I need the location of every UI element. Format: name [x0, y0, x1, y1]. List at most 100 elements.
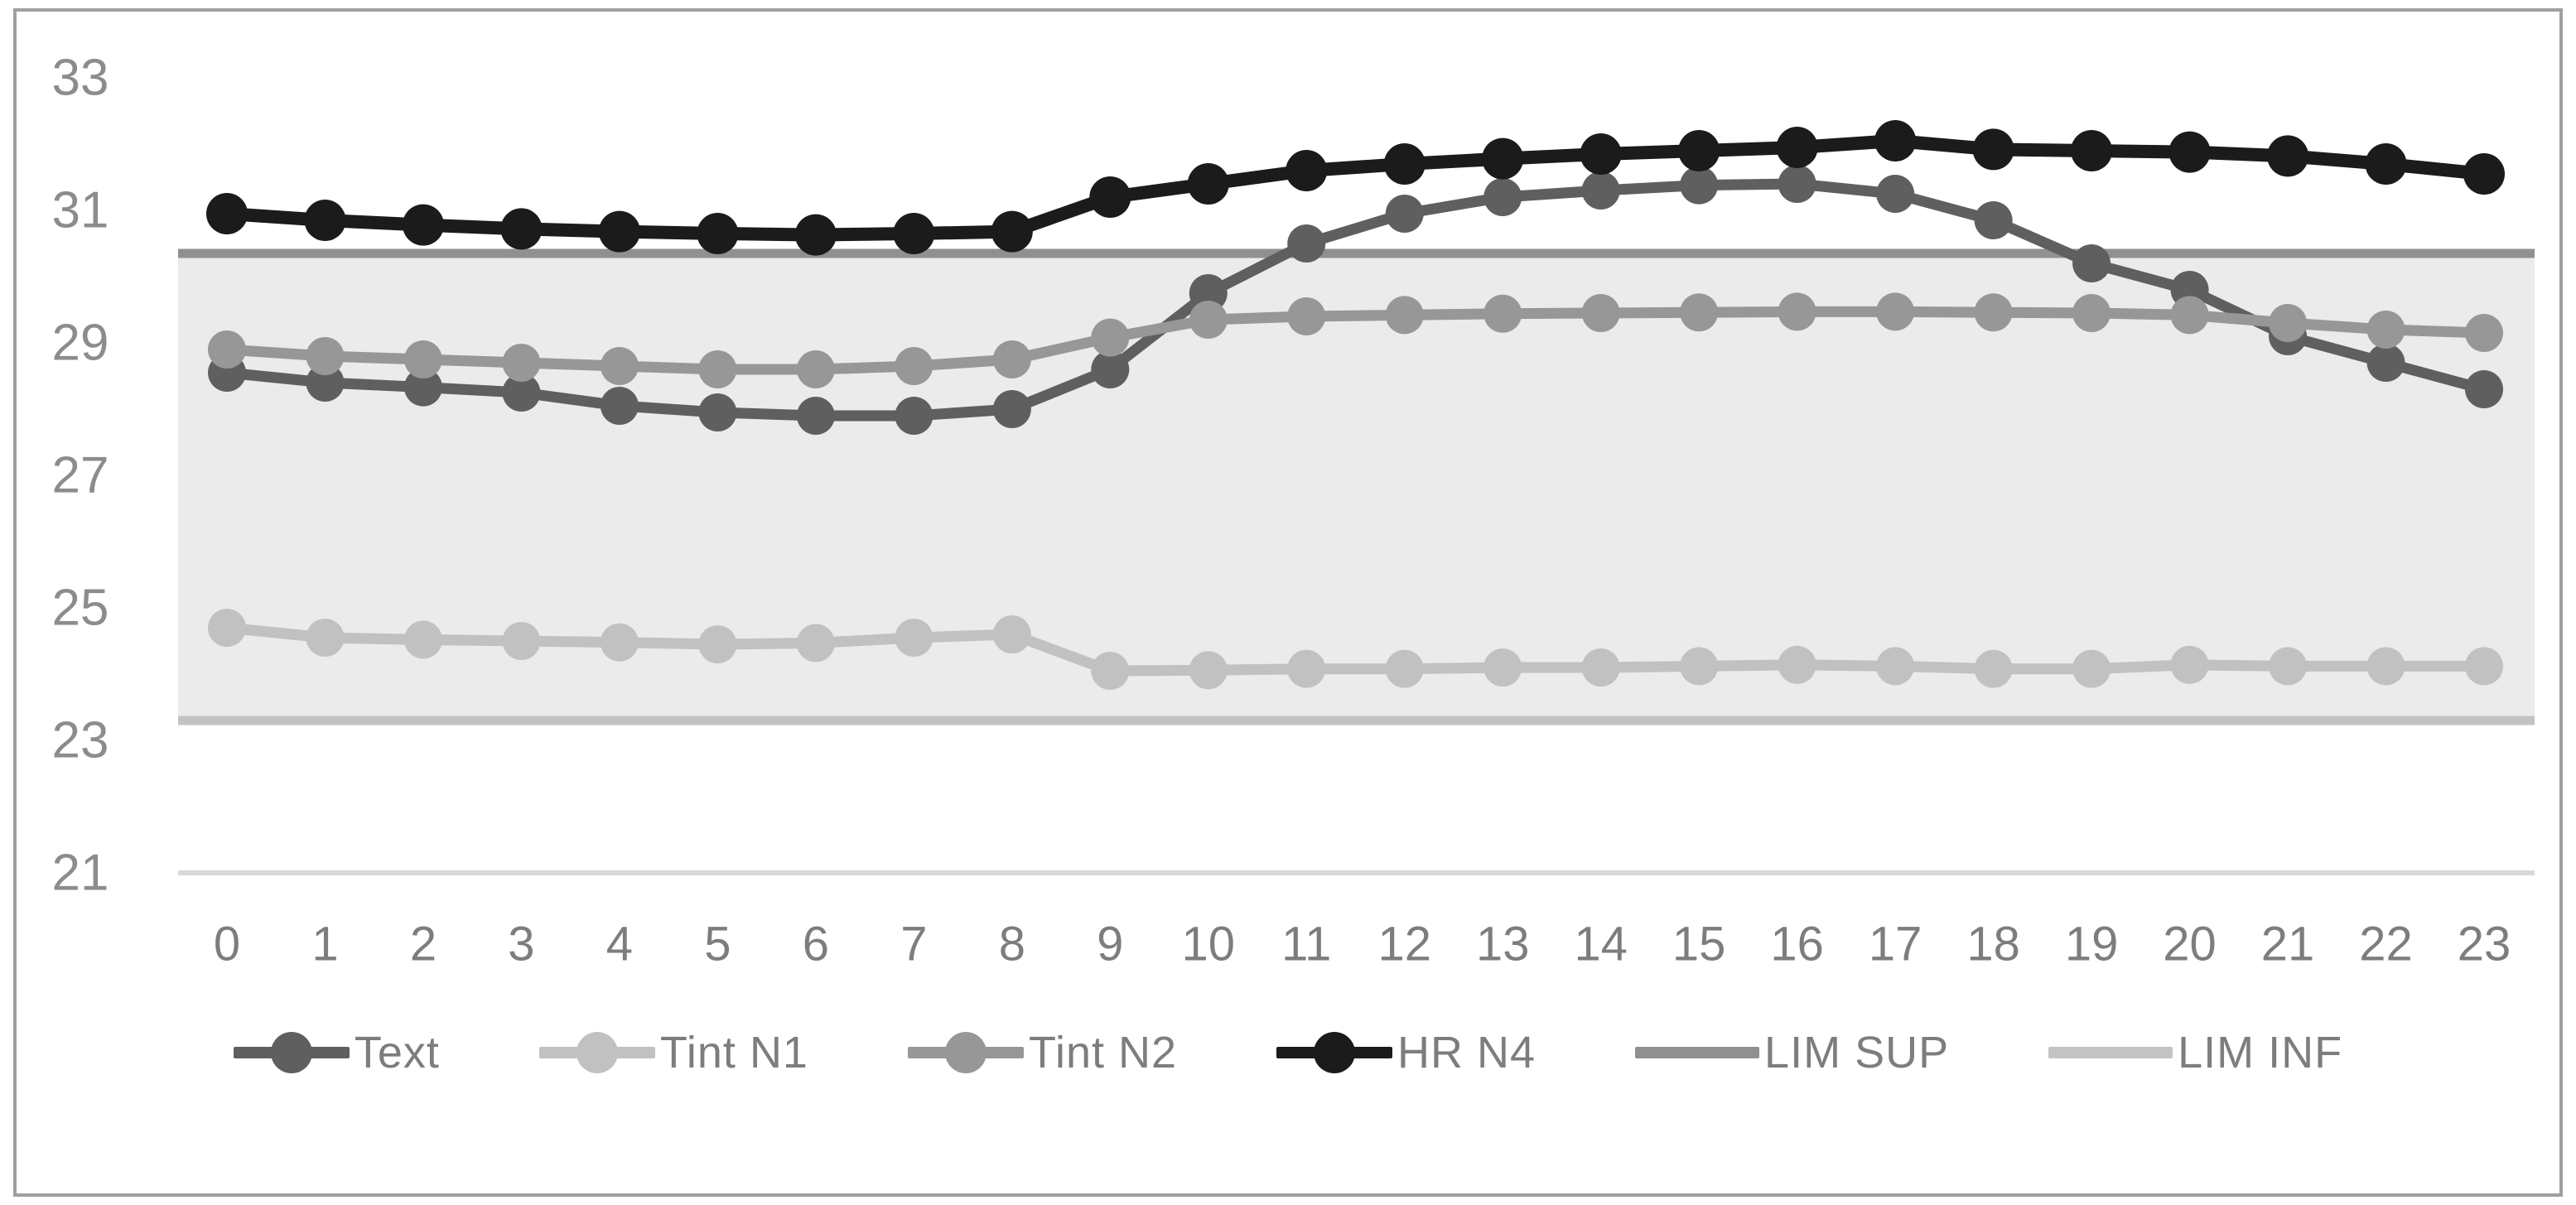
data-point-tint-n2	[1876, 292, 1915, 331]
legend-label: Tint N2	[1028, 1028, 1178, 1077]
series-line-hr-n4	[220, 134, 2491, 242]
data-point-hr-n4	[1678, 130, 1720, 171]
legend-label: Text	[354, 1028, 440, 1077]
y-axis-tick-label: 31	[52, 182, 109, 239]
data-point-tint-n1	[306, 619, 345, 657]
data-point-tint-n1	[2170, 645, 2209, 684]
x-axis-tick-label: 22	[2359, 918, 2413, 971]
data-point-hr-n4	[794, 214, 837, 256]
data-point-hr-n4	[1383, 143, 1425, 185]
legend-item-tint-n1: Tint N1	[538, 1027, 808, 1078]
data-point-tint-n2	[1287, 297, 1326, 335]
data-point-tint-n1	[2269, 647, 2308, 686]
x-axis-tick-label: 3	[508, 918, 534, 971]
y-axis-tick-label: 29	[52, 315, 109, 372]
data-point-tint-n2	[698, 350, 737, 388]
data-point-hr-n4	[1089, 176, 1131, 218]
data-point-hr-n4	[2168, 131, 2211, 173]
data-point-tint-n1	[796, 624, 835, 663]
data-point-tint-n1	[1680, 647, 1719, 686]
x-axis-tick-label: 17	[1869, 918, 1922, 971]
data-point-tint-n2	[208, 330, 246, 369]
data-point-hr-n4	[206, 193, 248, 234]
data-point-tint-n1	[600, 623, 639, 662]
data-point-text	[1189, 274, 1228, 312]
legend-swatch-tint-n2	[907, 1031, 1024, 1074]
x-axis-tick-label: 9	[1097, 918, 1123, 971]
legend-item-text: Text	[233, 1027, 440, 1078]
x-axis-tick-label: 21	[2261, 918, 2315, 971]
y-axis-tick-label: 21	[52, 845, 109, 902]
data-point-tint-n1	[1483, 648, 1522, 687]
x-axis-tick-label: 6	[803, 918, 829, 971]
data-point-text	[1091, 350, 1130, 388]
data-point-hr-n4	[304, 200, 346, 241]
data-point-hr-n4	[2463, 153, 2505, 195]
x-axis-tick-label: 18	[1966, 918, 2020, 971]
data-point-tint-n2	[403, 340, 442, 378]
legend-swatch-tint-n1	[538, 1031, 655, 1074]
data-point-tint-n1	[2072, 649, 2111, 688]
legend-item-lim-sup: LIM SUP	[1635, 1027, 1949, 1078]
data-point-tint-n2	[2170, 296, 2209, 335]
data-point-text	[306, 364, 345, 402]
data-point-tint-n2	[600, 347, 639, 385]
data-point-tint-n1	[208, 609, 246, 647]
data-point-text	[403, 368, 442, 407]
data-point-tint-n2	[2072, 294, 2111, 332]
x-axis-tick-label: 14	[1574, 918, 1628, 971]
x-axis-tick-label: 8	[999, 918, 1025, 971]
data-point-hr-n4	[2071, 130, 2113, 171]
legend-swatch-lim-sup	[1635, 1031, 1760, 1074]
legend-swatch-hr-n4	[1276, 1031, 1393, 1074]
data-point-tint-n2	[1581, 294, 1620, 332]
data-point-tint-n2	[2465, 314, 2503, 352]
data-point-text	[600, 387, 639, 425]
data-point-hr-n4	[1187, 163, 1229, 205]
data-point-tint-n2	[1385, 296, 1424, 335]
x-axis-tick-label: 5	[704, 918, 731, 971]
y-axis-tick-label: 27	[52, 447, 109, 504]
x-axis-tick-label: 11	[1281, 918, 1331, 971]
legend-label: Tint N1	[659, 1028, 808, 1077]
x-axis-tick-label: 0	[214, 918, 240, 971]
data-point-text	[2072, 244, 2111, 282]
data-point-text	[502, 374, 541, 412]
data-point-text	[796, 397, 835, 435]
data-point-tint-n1	[1385, 649, 1424, 688]
data-point-hr-n4	[1972, 128, 2014, 171]
data-point-tint-n2	[895, 347, 933, 385]
data-point-text	[1581, 171, 1620, 210]
x-axis-tick-label: 12	[1377, 918, 1431, 971]
data-point-hr-n4	[500, 208, 543, 250]
legend-label: LIM SUP	[1764, 1028, 1950, 1077]
data-point-hr-n4	[1874, 120, 1917, 161]
chart-legend: Text Tint N1 Tint N2 HR N4 LIM SUP LIM I…	[0, 1027, 2576, 1078]
data-point-tint-n2	[306, 337, 345, 375]
data-point-hr-n4	[1482, 137, 1524, 180]
data-point-tint-n1	[2366, 647, 2405, 686]
data-point-text	[1385, 195, 1424, 233]
data-point-tint-n1	[502, 622, 541, 660]
series-tint-n2	[208, 292, 2503, 388]
data-point-hr-n4	[1580, 133, 1622, 175]
series-hr-n4	[206, 120, 2505, 256]
x-axis-tick-label: 13	[1476, 918, 1530, 971]
data-point-tint-n1	[1189, 651, 1228, 690]
legend-swatch-text	[233, 1031, 350, 1074]
data-point-tint-n2	[1483, 294, 1522, 333]
x-axis-tick-label: 2	[410, 918, 437, 971]
x-axis-tick-label: 16	[1770, 918, 1824, 971]
x-axis-tick-label: 20	[2163, 918, 2217, 971]
data-point-tint-n1	[1091, 652, 1130, 690]
legend-item-tint-n2: Tint N2	[907, 1027, 1178, 1078]
data-point-tint-n2	[1974, 293, 2013, 332]
data-point-hr-n4	[1286, 150, 1328, 191]
x-axis-tick-label: 10	[1182, 918, 1236, 971]
data-point-tint-n1	[895, 619, 933, 657]
data-point-tint-n1	[698, 625, 737, 663]
data-point-hr-n4	[697, 213, 739, 254]
data-point-text	[895, 397, 933, 435]
